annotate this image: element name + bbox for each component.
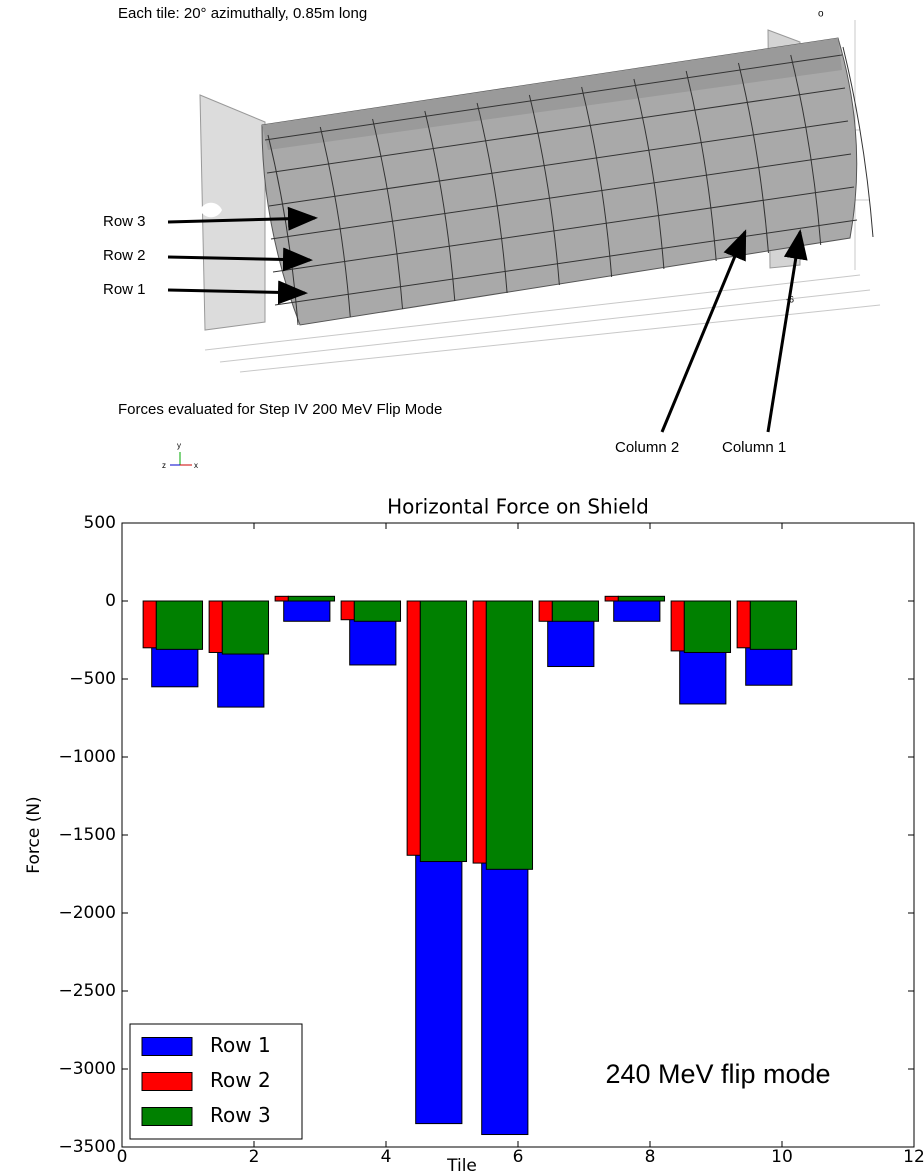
- x-tick-label: 12: [903, 1147, 924, 1167]
- note: Forces evaluated for Step IV 200 MeV Fli…: [118, 401, 442, 418]
- bar: [671, 601, 684, 651]
- bar: [750, 601, 796, 649]
- y-tick-label: 0: [105, 591, 116, 611]
- x-tick-label: 4: [381, 1147, 392, 1167]
- row-label: Row 2: [103, 247, 146, 264]
- column-label: Column 1: [722, 439, 786, 456]
- legend-swatch: [142, 1038, 192, 1056]
- bar: [341, 601, 354, 620]
- corner-mark: o: [818, 9, 824, 20]
- bar: [684, 601, 730, 652]
- axis-mark: -6: [786, 294, 794, 304]
- bar: [209, 601, 222, 652]
- legend-swatch: [142, 1073, 192, 1091]
- bar: [539, 601, 552, 621]
- y-tick-label: −3000: [58, 1059, 116, 1079]
- caption: Each tile: 20° azimuthally, 0.85m long: [118, 5, 367, 22]
- x-tick-label: 2: [249, 1147, 260, 1167]
- row-label: Row 1: [103, 281, 146, 298]
- y-tick-label: −2000: [58, 903, 116, 923]
- bar: [614, 601, 660, 621]
- x-axis-label: Tile: [446, 1156, 477, 1175]
- y-axis-label: Force (N): [24, 796, 44, 873]
- page: Each tile: 20° azimuthally, 0.85m long o…: [0, 0, 924, 1175]
- legend-label: Row 3: [210, 1103, 271, 1127]
- x-tick-label: 10: [771, 1147, 793, 1167]
- bar: [275, 596, 288, 601]
- row-label: Row 3: [103, 213, 146, 230]
- triad-label: z: [162, 461, 166, 470]
- bar: [552, 601, 598, 621]
- legend-swatch: [142, 1108, 192, 1126]
- bar: [486, 601, 532, 869]
- y-tick-label: −3500: [58, 1137, 116, 1157]
- bar: [618, 596, 664, 601]
- bar: [222, 601, 268, 654]
- triad-label: x: [194, 461, 198, 470]
- bar: [473, 601, 486, 863]
- x-tick-label: 0: [117, 1147, 128, 1167]
- bar: [737, 601, 750, 648]
- x-tick-label: 8: [645, 1147, 656, 1167]
- x-tick-label: 6: [513, 1147, 524, 1167]
- bar: [354, 601, 400, 621]
- annotation: 240 MeV flip mode: [605, 1059, 830, 1089]
- y-tick-label: −2500: [58, 981, 116, 1001]
- bar: [407, 601, 420, 855]
- y-tick-label: −1500: [58, 825, 116, 845]
- y-tick-label: −500: [69, 669, 116, 689]
- cylinder-diagram: Each tile: 20° azimuthally, 0.85m long o…: [103, 5, 880, 470]
- triad-label: y: [177, 441, 181, 450]
- y-tick-label: −1000: [58, 747, 116, 767]
- y-tick-label: 500: [84, 513, 116, 533]
- chart-title: Horizontal Force on Shield: [387, 495, 649, 519]
- bar: [605, 596, 618, 601]
- legend-label: Row 2: [210, 1068, 271, 1092]
- column-label: Column 2: [615, 439, 679, 456]
- axis-triad: y z x: [162, 441, 198, 470]
- bar: [284, 601, 330, 621]
- bar: [156, 601, 202, 649]
- legend-label: Row 1: [210, 1033, 271, 1057]
- bar: [288, 596, 334, 601]
- bar: [420, 601, 466, 862]
- figure: Each tile: 20° azimuthally, 0.85m long o…: [0, 0, 924, 1175]
- bar: [143, 601, 156, 648]
